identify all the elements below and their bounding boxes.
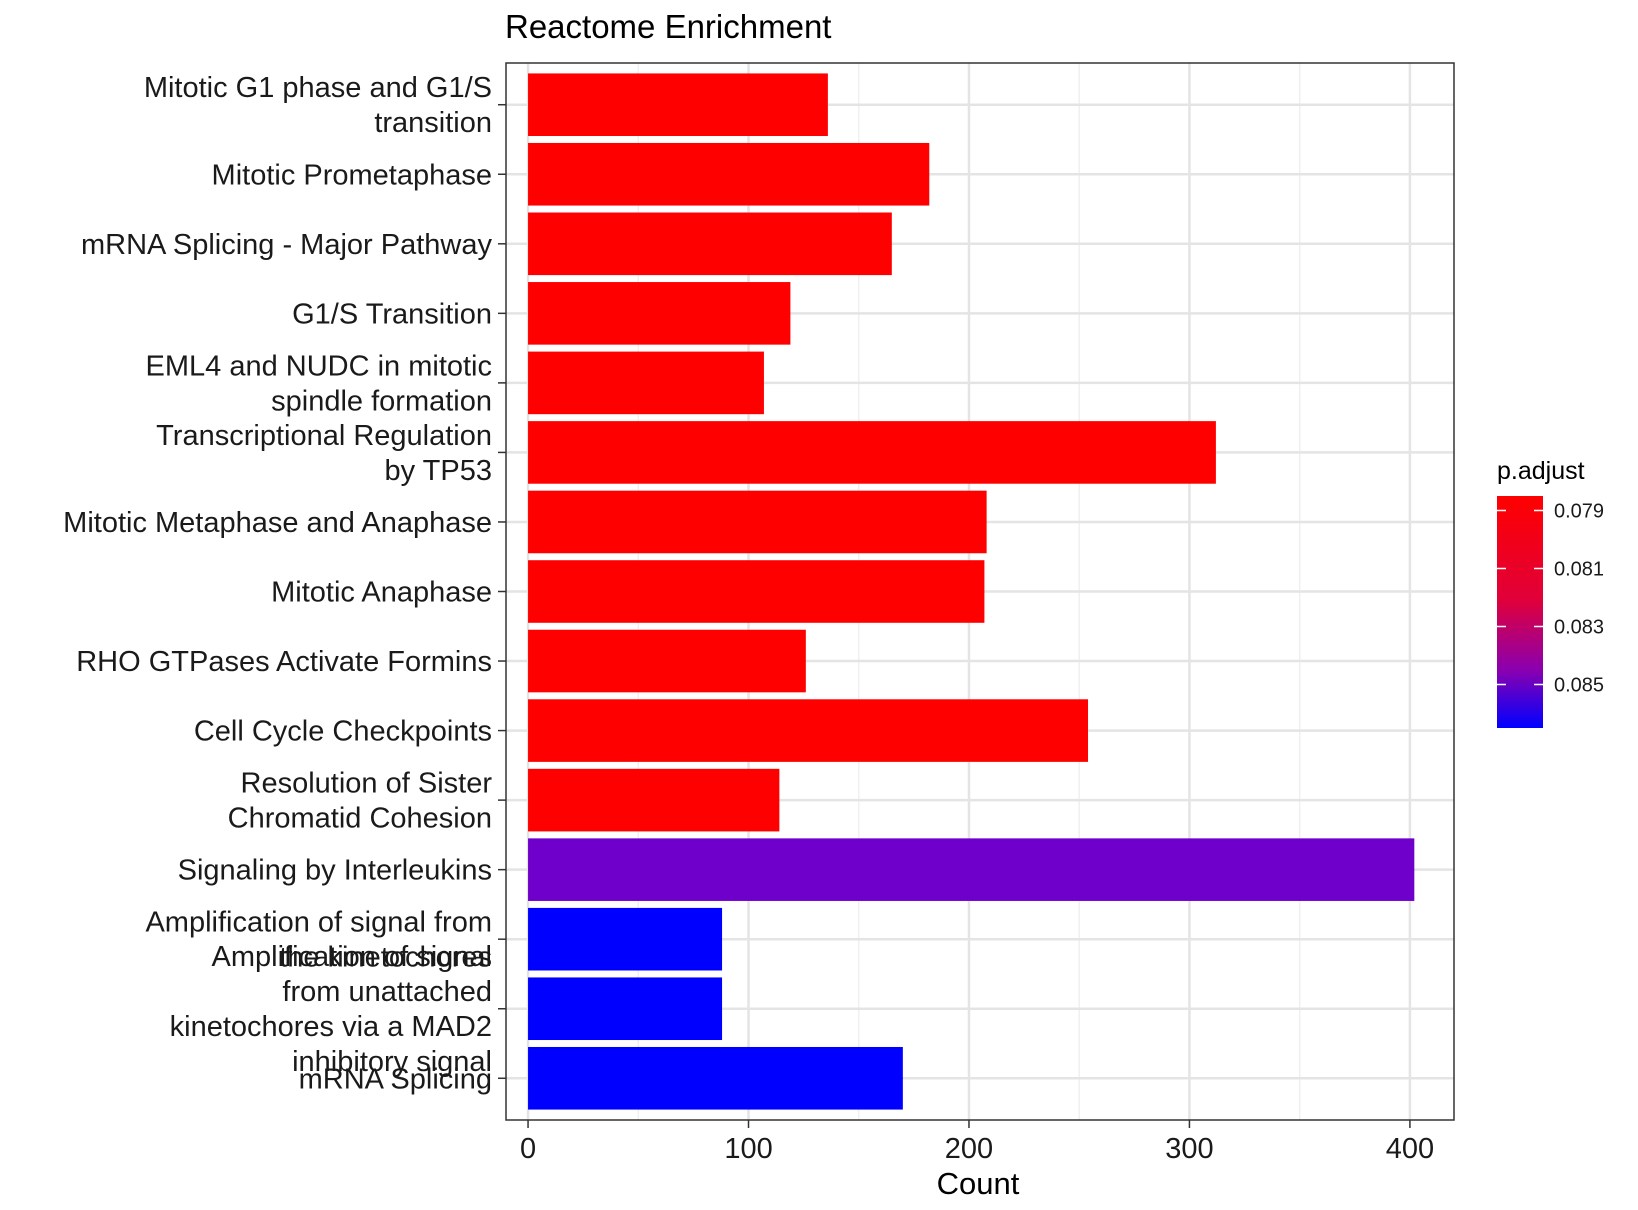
legend-tick-label: 0.083 bbox=[1554, 617, 1604, 639]
plot-area: Mitotic G1 phase and G1/S transition Mitot… bbox=[63, 62, 1455, 1165]
category-label: mRNA Splicing bbox=[299, 1063, 492, 1095]
bar bbox=[528, 838, 1415, 901]
x-tick-label: 400 bbox=[1386, 1133, 1434, 1165]
category-label: mRNA Splicing - Major Pathway bbox=[81, 229, 492, 261]
x-tick-label: 300 bbox=[1165, 1133, 1213, 1165]
category-label: Mitotic G1 phase and G1/S transition bbox=[144, 72, 492, 139]
category-label: Cell Cycle Checkpoints bbox=[194, 716, 492, 748]
bar bbox=[528, 212, 892, 276]
bar bbox=[528, 142, 930, 206]
bar bbox=[528, 699, 1089, 762]
category-label: G1/S Transition bbox=[292, 298, 492, 330]
bar bbox=[528, 1046, 903, 1110]
category-label: Amplification of signal from the kinetoch… bbox=[145, 907, 492, 974]
legend-tick-label: 0.081 bbox=[1554, 559, 1604, 581]
category-label: Resolution of Sister Chromatid Cohesion bbox=[228, 768, 493, 835]
bar bbox=[528, 421, 1216, 484]
category-label: EML4 and NUDC in mitotic spindle formatio… bbox=[146, 350, 493, 417]
bar bbox=[528, 768, 780, 832]
bar bbox=[528, 560, 985, 623]
category-label: Mitotic Metaphase and Anaphase bbox=[63, 507, 492, 539]
bar bbox=[528, 490, 987, 554]
x-axis-title: Count bbox=[937, 1166, 1020, 1201]
legend-tick-label: 0.079 bbox=[1554, 501, 1604, 523]
category-label: Signaling by Interleukins bbox=[178, 855, 492, 887]
legend-tick-label: 0.085 bbox=[1554, 675, 1604, 697]
legend-title: p.adjust bbox=[1497, 457, 1585, 485]
bar bbox=[528, 282, 791, 345]
category-label: Mitotic Anaphase bbox=[271, 577, 492, 609]
bar bbox=[528, 977, 723, 1041]
legend-colorbar bbox=[1497, 496, 1543, 728]
legend: p.adjust 0.079 0.081 0.083 0.085 bbox=[1497, 457, 1604, 728]
bar bbox=[528, 73, 828, 137]
bar bbox=[528, 907, 723, 971]
category-label: RHO GTPases Activate Formins bbox=[76, 646, 492, 678]
category-label: Transcriptional Regulation by TP53 bbox=[156, 420, 492, 487]
chart-title: Reactome Enrichment bbox=[505, 8, 831, 45]
x-tick-label: 200 bbox=[945, 1133, 993, 1165]
category-label: Mitotic Prometaphase bbox=[212, 159, 492, 191]
bar bbox=[528, 629, 806, 693]
category-label: Amplification of signal from unattached ki… bbox=[170, 941, 492, 1078]
x-tick-label: 100 bbox=[724, 1133, 772, 1165]
x-tick-label: 0 bbox=[520, 1133, 536, 1165]
bar bbox=[528, 351, 764, 415]
